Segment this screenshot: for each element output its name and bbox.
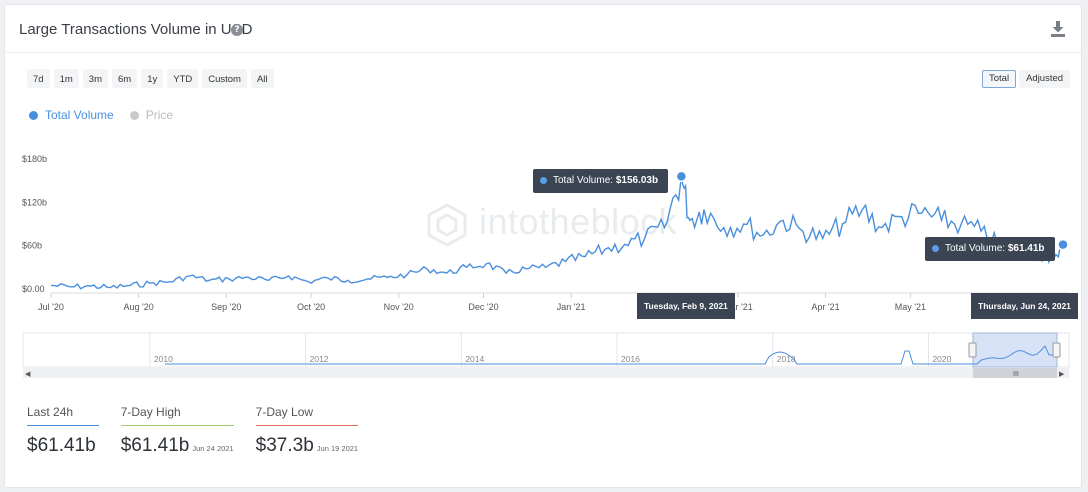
question-circle-icon[interactable]: ? <box>231 24 243 36</box>
range-button-6m[interactable]: 6m <box>111 69 138 88</box>
range-button-ytd[interactable]: YTD <box>167 69 199 88</box>
range-selector: 7d 1m 3m 6m 1y YTD Custom All <box>27 69 274 88</box>
stat-date: Jun 19 2021 <box>316 444 359 453</box>
tooltip-dot <box>932 245 939 252</box>
y-axis: $0.00 $60b $120b $180b <box>22 154 47 294</box>
range-button-3m[interactable]: 3m <box>82 69 108 88</box>
x-tick-label: Aug '20 <box>124 302 154 312</box>
chart-title: Large Transactions Volume in USD <box>19 21 253 38</box>
navigator[interactable]: 2010 2012 2014 2016 2018 2020 III ◀ ▶ <box>22 332 1070 378</box>
navigator-handle-left[interactable] <box>968 342 977 358</box>
y-tick-label: $120b <box>22 197 47 207</box>
range-button-all[interactable]: All <box>250 69 274 88</box>
watermark-text: intotheblock <box>479 201 678 242</box>
x-crosshair-label-last: Thursday, Jun 24, 2021 <box>971 293 1078 319</box>
navigator-year-label: 2010 <box>154 354 173 364</box>
scrollbar-grip-icon: III <box>1013 371 1019 378</box>
y-tick-label: $180b <box>22 154 47 164</box>
navigator-frame <box>22 332 1070 368</box>
mode-button-total[interactable]: Total <box>982 70 1017 88</box>
navigator-scrollbar-thumb[interactable] <box>973 368 1057 378</box>
x-tick-label: May '21 <box>895 302 926 312</box>
tooltip-label: Total Volume: <box>553 175 614 186</box>
range-button-7d[interactable]: 7d <box>27 69 50 88</box>
x-tick-label: Jan '21 <box>557 302 586 312</box>
navigator-handle-right[interactable] <box>1052 342 1061 358</box>
chart-plot[interactable]: $0.00 $60b $120b $180b Jul '20 Aug '20 Sep '2… <box>5 5 1083 385</box>
stat-label: 7-Day High <box>120 405 234 426</box>
highlight-point-last[interactable] <box>1057 238 1069 251</box>
stat-date: Jun 24 2021 <box>192 444 234 453</box>
stat-7day-high: 7-Day High $61.41b Jun 24 2021 <box>120 405 244 457</box>
navigator-scrollbar[interactable] <box>23 368 1069 378</box>
x-tick-label: Jul '20 <box>38 302 64 312</box>
legend-label: Price <box>145 108 174 122</box>
chart-card: Large Transactions Volume in USD ? 7d 1m… <box>4 4 1082 488</box>
x-tick-label: Dec '20 <box>468 302 498 312</box>
tooltip-last: Total Volume: $61.41b <box>925 237 1055 261</box>
scroll-right-icon[interactable]: ▶ <box>1059 370 1065 378</box>
legend-item-total-volume[interactable]: Total Volume <box>29 108 114 122</box>
stat-value: $37.3b <box>255 435 314 456</box>
tooltip-peak: Total Volume: $156.03b <box>533 169 669 193</box>
stat-label: 7-Day Low <box>255 405 359 426</box>
legend-label: Total Volume <box>45 108 114 122</box>
stat-value: $61.41b <box>27 435 96 456</box>
highlight-point-peak[interactable] <box>675 170 688 183</box>
navigator-year-label: 2016 <box>621 354 640 364</box>
x-axis: Jul '20 Aug '20 Sep '20 Oct '20 Nov '20 Dec '… <box>38 293 1012 312</box>
x-tick-label: Mar '21 <box>723 302 753 312</box>
stat-last-24h: Last 24h $61.41b <box>27 405 109 457</box>
x-tick-label: Oct '20 <box>297 302 325 312</box>
x-tick-label: Nov '20 <box>384 302 414 312</box>
series-line-total-volume <box>50 176 1064 290</box>
download-icon[interactable] <box>1051 21 1065 37</box>
stat-7day-low: 7-Day Low $37.3b Jun 19 2021 <box>255 405 368 457</box>
legend-dot <box>129 110 139 120</box>
navigator-year-label: 2014 <box>465 354 484 364</box>
scroll-left-icon[interactable]: ◀ <box>25 370 31 378</box>
legend-dot <box>29 110 38 120</box>
watermark-logo-icon <box>427 203 467 247</box>
mode-toggle: Total Adjusted <box>982 70 1071 88</box>
tooltip-value: $61.41b <box>1007 243 1045 254</box>
range-button-1y[interactable]: 1y <box>141 69 164 88</box>
legend-item-price[interactable]: Price <box>129 108 174 122</box>
navigator-selection[interactable] <box>972 332 1058 368</box>
stat-value: $61.41b <box>120 435 190 456</box>
chart-legend: Total Volume Price <box>29 108 173 122</box>
stat-label: Last 24h <box>27 405 99 426</box>
range-button-1m[interactable]: 1m <box>53 69 79 88</box>
x-crosshair-label-peak: Tuesday, Feb 9, 2021 <box>637 293 735 319</box>
tooltip-dot <box>540 177 547 184</box>
range-button-custom[interactable]: Custom <box>202 69 247 88</box>
tooltip-value: $156.03b <box>615 175 659 186</box>
navigator-year-label: 2020 <box>932 354 951 364</box>
y-tick-label: $60b <box>22 241 42 251</box>
x-tick-label: Sep '20 <box>211 302 241 312</box>
x-tick-label: Apr '21 <box>811 302 839 312</box>
navigator-year-label: 2012 <box>310 354 329 364</box>
navigator-year-label: 2018 <box>777 354 796 364</box>
tooltip-label: Total Volume: <box>945 243 1006 254</box>
navigator-year-labels: 2010 2012 2014 2016 2018 2020 <box>149 333 952 367</box>
mode-button-adjusted[interactable]: Adjusted <box>1019 70 1071 88</box>
navigator-series-line <box>165 345 1057 365</box>
card-header: Large Transactions Volume in USD ? <box>5 5 1081 53</box>
y-tick-label: $0.00 <box>22 284 45 294</box>
stats-row: Last 24h $61.41b 7-Day High $61.41b Jun … <box>27 405 368 457</box>
